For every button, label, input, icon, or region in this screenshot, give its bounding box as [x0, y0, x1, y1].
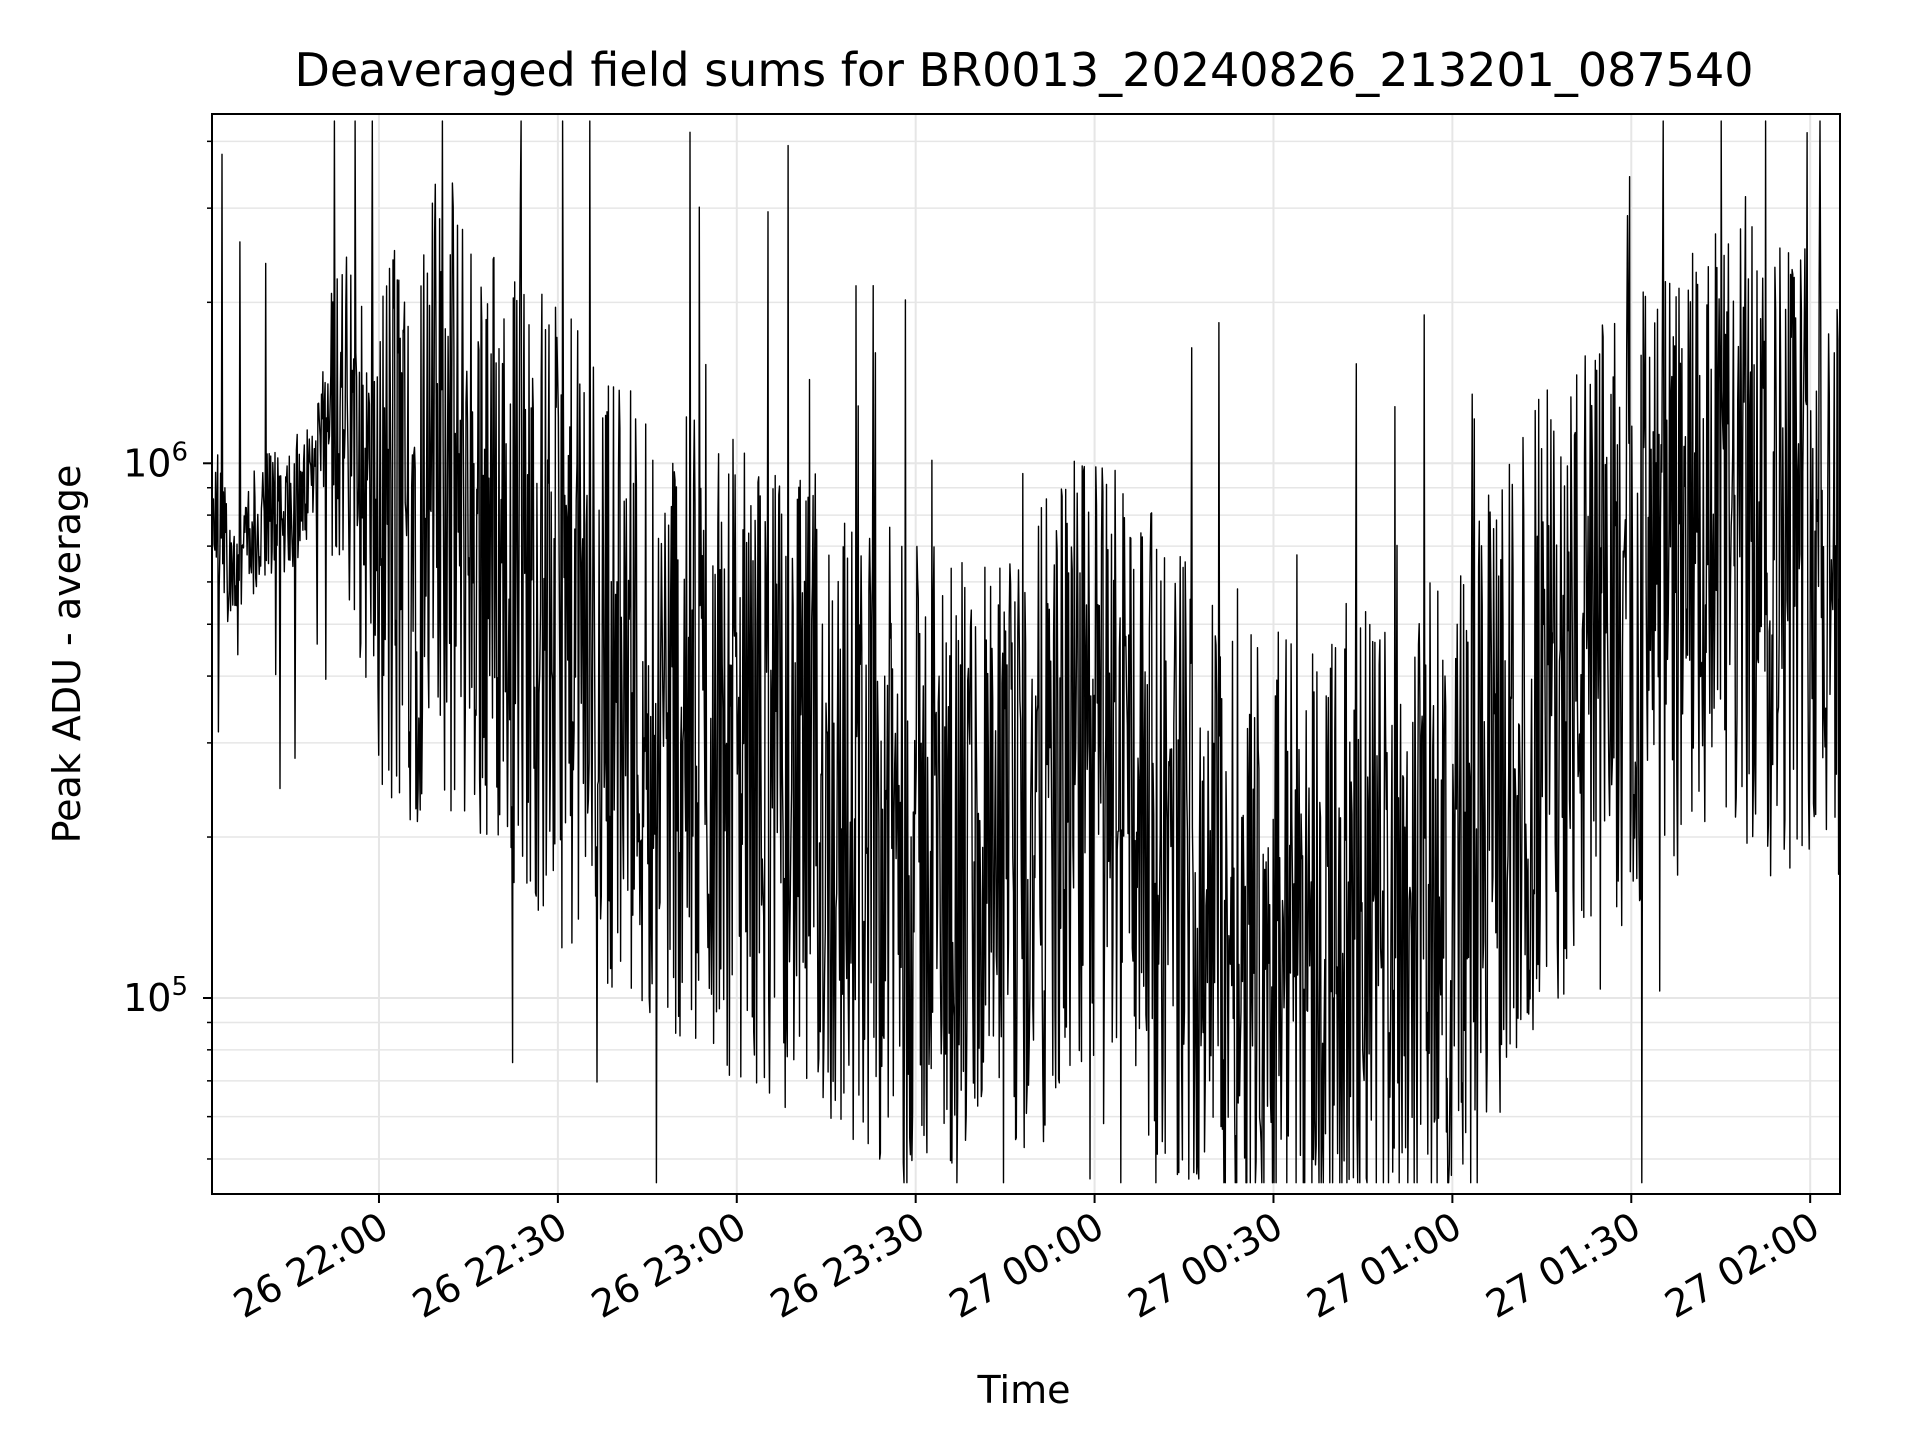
y-tick-label: 105 — [123, 972, 188, 1020]
y-tick-label-exponent: 5 — [171, 972, 188, 1002]
y-tick-label-base: 10 — [123, 441, 171, 485]
y-tick-label: 106 — [123, 437, 188, 485]
series-line-group — [211, 120, 1841, 1184]
y-tick-label-exponent: 6 — [171, 437, 188, 467]
y-tick-label-base: 10 — [123, 976, 171, 1020]
y-axis-label: Peak ADU - average — [45, 465, 89, 844]
x-axis-label: Time — [977, 1368, 1071, 1412]
series-line — [211, 120, 1841, 1184]
plot-area-frame — [211, 113, 1841, 1195]
chart-title: Deaveraged field sums for BR0013_2024082… — [294, 43, 1753, 97]
